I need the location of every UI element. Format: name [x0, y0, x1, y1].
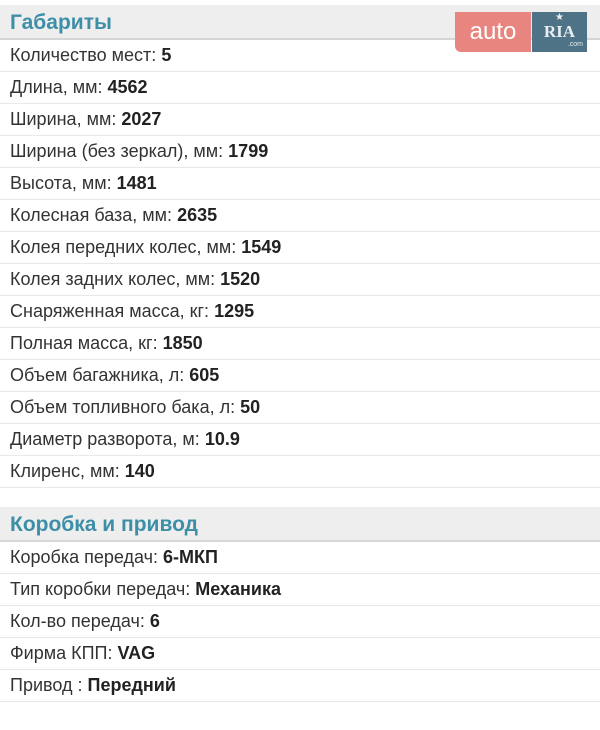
spec-row: Кол-во передач: 6: [0, 606, 600, 638]
spec-row: Количество мест: 5: [0, 40, 600, 72]
spec-value: 1549: [241, 237, 282, 257]
spec-value: 1799: [228, 141, 269, 161]
spec-value: 140: [124, 461, 155, 481]
spec-value: Передний: [87, 675, 176, 695]
section-dimensions: Габариты Количество мест: 5 Длина, мм: 45…: [0, 5, 600, 488]
spec-label: Коробка передач:: [10, 547, 158, 567]
logo-ria: ★ RIA .com: [532, 12, 587, 52]
star-icon: ★: [555, 12, 564, 23]
spec-label: Диаметр разворота, м:: [10, 429, 200, 449]
spec-label: Объем топливного бака, л:: [10, 397, 236, 417]
logo-auto: auto: [455, 12, 531, 52]
spec-value: 50: [240, 397, 261, 417]
spec-label: Ширина (без зеркал), мм:: [10, 141, 224, 161]
spec-row: Колея передних колес, мм: 1549: [0, 232, 600, 264]
spec-row: Коробка передач: 6-МКП: [0, 542, 600, 574]
spec-row: Диаметр разворота, м: 10.9: [0, 424, 600, 456]
spec-label: Клиренс, мм:: [10, 461, 120, 481]
spec-value: VAG: [117, 643, 156, 663]
spec-label: Высота, мм:: [10, 173, 112, 193]
section-transmission: Коробка и привод Коробка передач: 6-МКП Т…: [0, 507, 600, 702]
spec-label: Тип коробки передач:: [10, 579, 191, 599]
spec-row: Фирма КПП: VAG: [0, 638, 600, 670]
spec-value: Механика: [195, 579, 282, 599]
logo-ria-text: RIA: [543, 22, 576, 41]
spec-label: Колесная база, мм:: [10, 205, 173, 225]
spec-value: 4562: [107, 77, 148, 97]
spec-value: 6-МКП: [163, 547, 218, 567]
spec-value: 1850: [162, 333, 203, 353]
spec-row: Ширина (без зеркал), мм: 1799: [0, 136, 600, 168]
spec-value: 605: [189, 365, 220, 385]
spec-value: 1520: [220, 269, 261, 289]
spec-label: Количество мест:: [10, 45, 157, 65]
spec-label: Привод :: [10, 675, 83, 695]
spec-label: Колея передних колес, мм:: [10, 237, 237, 257]
spec-row: Высота, мм: 1481: [0, 168, 600, 200]
spec-value: 5: [161, 45, 172, 65]
spec-row: Снаряженная масса, кг: 1295: [0, 296, 600, 328]
spec-label: Полная масса, кг:: [10, 333, 158, 353]
spec-row: Колея задних колес, мм: 1520: [0, 264, 600, 296]
spec-row: Привод : Передний: [0, 670, 600, 702]
spec-value: 2635: [177, 205, 218, 225]
spec-row: Объем топливного бака, л: 50: [0, 392, 600, 424]
spec-row: Полная масса, кг: 1850: [0, 328, 600, 360]
spec-value: 1295: [214, 301, 255, 321]
spec-value: 10.9: [204, 429, 240, 449]
section-title: Коробка и привод: [0, 507, 600, 542]
spec-row: Колесная база, мм: 2635: [0, 200, 600, 232]
spec-label: Ширина, мм:: [10, 109, 117, 129]
spec-value: 6: [149, 611, 160, 631]
spec-row: Длина, мм: 4562: [0, 72, 600, 104]
spec-label: Кол-во передач:: [10, 611, 145, 631]
spec-row: Объем багажника, л: 605: [0, 360, 600, 392]
spec-row: Ширина, мм: 2027: [0, 104, 600, 136]
spec-label: Колея задних колес, мм:: [10, 269, 216, 289]
spec-value: 2027: [121, 109, 162, 129]
spec-value: 1481: [116, 173, 157, 193]
spec-label: Объем багажника, л:: [10, 365, 185, 385]
spec-label: Фирма КПП:: [10, 643, 113, 663]
spec-label: Снаряженная масса, кг:: [10, 301, 210, 321]
spec-row: Тип коробки передач: Механика: [0, 574, 600, 606]
spec-label: Длина, мм:: [10, 77, 103, 97]
autoria-logo: auto ★ RIA .com: [455, 12, 587, 52]
spec-row: Клиренс, мм: 140: [0, 456, 600, 488]
logo-com: .com: [567, 41, 583, 48]
